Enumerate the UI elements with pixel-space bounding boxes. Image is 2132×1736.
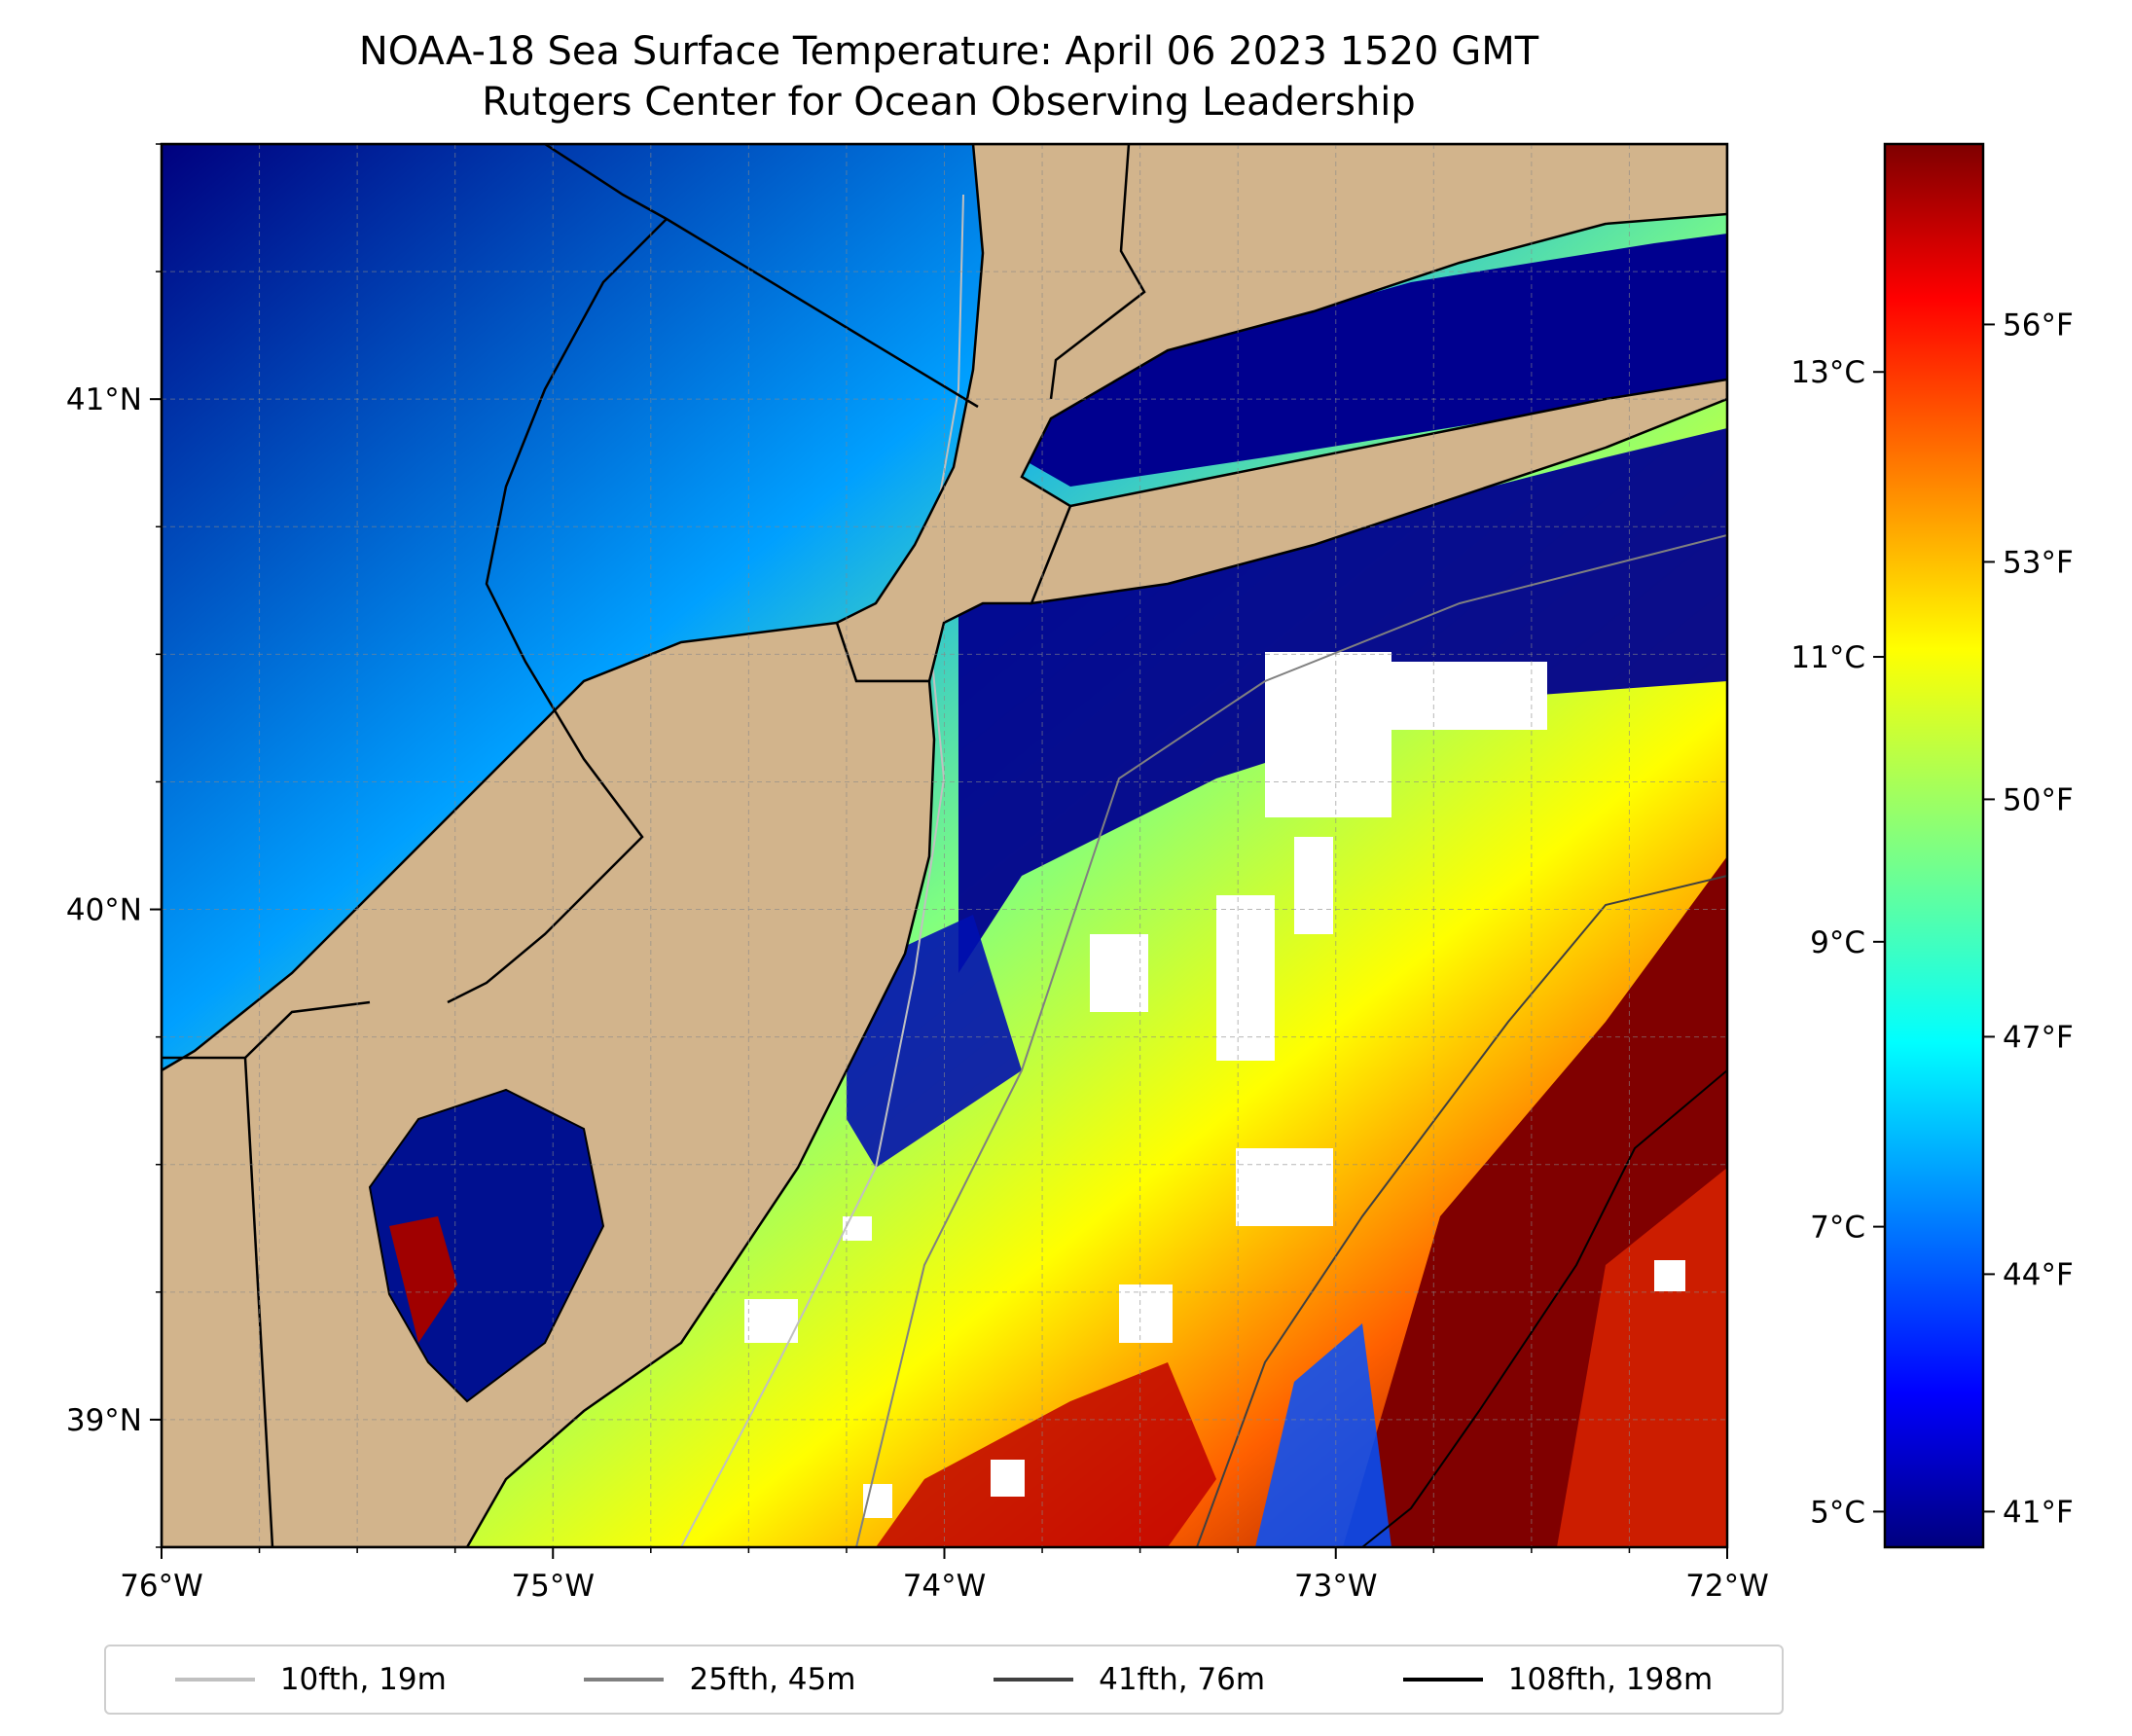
- colorbar-label-f: 47°F: [2003, 1020, 2074, 1055]
- colorbar-label-f: 44°F: [2003, 1257, 2074, 1292]
- cool-filament: [1255, 1323, 1391, 1547]
- cloud-mask: [1294, 837, 1333, 934]
- legend-line-swatch: [174, 1678, 255, 1682]
- colorbar-label-c: 13°C: [1790, 355, 1865, 390]
- legend-line-swatch: [1402, 1678, 1483, 1682]
- long-island: [1030, 378, 1727, 605]
- contour-25fth: [855, 534, 1727, 1547]
- legend-label: 108fth, 198m: [1507, 1662, 1714, 1697]
- tick-label-lon: 73°W: [1294, 1569, 1378, 1604]
- page-subtitle: Rutgers Center for Ocean Observing Leade…: [482, 80, 1416, 125]
- colorbar-label-f: 41°F: [2003, 1495, 2074, 1530]
- legend-label: 41fth, 76m: [1099, 1662, 1266, 1697]
- legend-label: 25fth, 45m: [689, 1662, 856, 1697]
- colorbar-label-c: 7°C: [1810, 1211, 1865, 1246]
- tick-label-lon: 75°W: [511, 1569, 595, 1604]
- legend-entry: 41fth, 76m: [994, 1662, 1265, 1697]
- state-boundary: [244, 1000, 371, 1059]
- colorbar-ticks: 5°C 7°C 9°C 11°C 13°C 41°F 44°F 47°F 50°F 53°F 56°…: [1790, 307, 2073, 1530]
- tick-label-lat: 39°N: [66, 1403, 142, 1438]
- contour-41fth: [1196, 875, 1727, 1547]
- tick-label-lat: 41°N: [66, 382, 142, 417]
- legend-line-swatch: [994, 1678, 1074, 1682]
- legend-entry: 25fth, 45m: [584, 1662, 855, 1697]
- tick-label-lon: 72°W: [1685, 1569, 1769, 1604]
- tick-label-lon: 76°W: [120, 1569, 203, 1604]
- cloud-mask: [1119, 1284, 1173, 1343]
- colorbar-label-f: 56°F: [2003, 307, 2074, 343]
- contour-10fth: [680, 194, 964, 1547]
- bay-warm-patch: [389, 1216, 457, 1343]
- axis-ticks: 76°W 75°W 74°W 73°W 72°W 39°N 40°N 41°N: [66, 143, 1769, 1604]
- state-boundary-ny-ct: [1049, 144, 1146, 400]
- warm-southern-patch: [876, 1362, 1216, 1547]
- legend: 10fth, 19m 25fth, 45m 41fth, 76m 108fth, 19…: [104, 1645, 1784, 1715]
- colorbar-label-f: 50°F: [2003, 782, 2074, 817]
- legend-label: 10fth, 19m: [279, 1662, 447, 1697]
- tick-label-lon: 74°W: [903, 1569, 987, 1604]
- map-figure: 76°W 75°W 74°W 73°W 72°W 39°N 40°N 41°N 5°C 7°C 9…: [66, 142, 2074, 1604]
- state-boundary-ny-nj: [544, 144, 979, 409]
- legend-entry: 10fth, 19m: [174, 1662, 447, 1697]
- cloud-mask: [1216, 895, 1275, 1061]
- cloud-mask: [744, 1299, 798, 1343]
- cloud-mask: [843, 1216, 872, 1241]
- colorbar: [1883, 142, 1985, 1549]
- cloud-mask: [1654, 1260, 1685, 1291]
- legend-entry: 108fth, 198m: [1402, 1662, 1714, 1697]
- contour-108fth: [1361, 1069, 1727, 1547]
- cloud-mask: [1362, 662, 1547, 730]
- colorbar-label-c: 11°C: [1790, 640, 1865, 675]
- long-island-sound: [1002, 234, 1727, 487]
- colorbar-label-f: 53°F: [2003, 545, 2074, 580]
- page-title: NOAA-18 Sea Surface Temperature: April 0…: [358, 29, 1539, 74]
- cloud-mask: [991, 1460, 1025, 1497]
- state-boundary-delaware-river: [447, 218, 668, 1004]
- cloud-mask: [1090, 934, 1148, 1012]
- legend-line-swatch: [584, 1678, 665, 1682]
- colorbar-label-c: 5°C: [1810, 1495, 1865, 1530]
- cloud-mask: [1236, 1148, 1333, 1226]
- tick-label-lat: 40°N: [66, 893, 142, 928]
- colorbar-label-c: 9°C: [1810, 925, 1865, 960]
